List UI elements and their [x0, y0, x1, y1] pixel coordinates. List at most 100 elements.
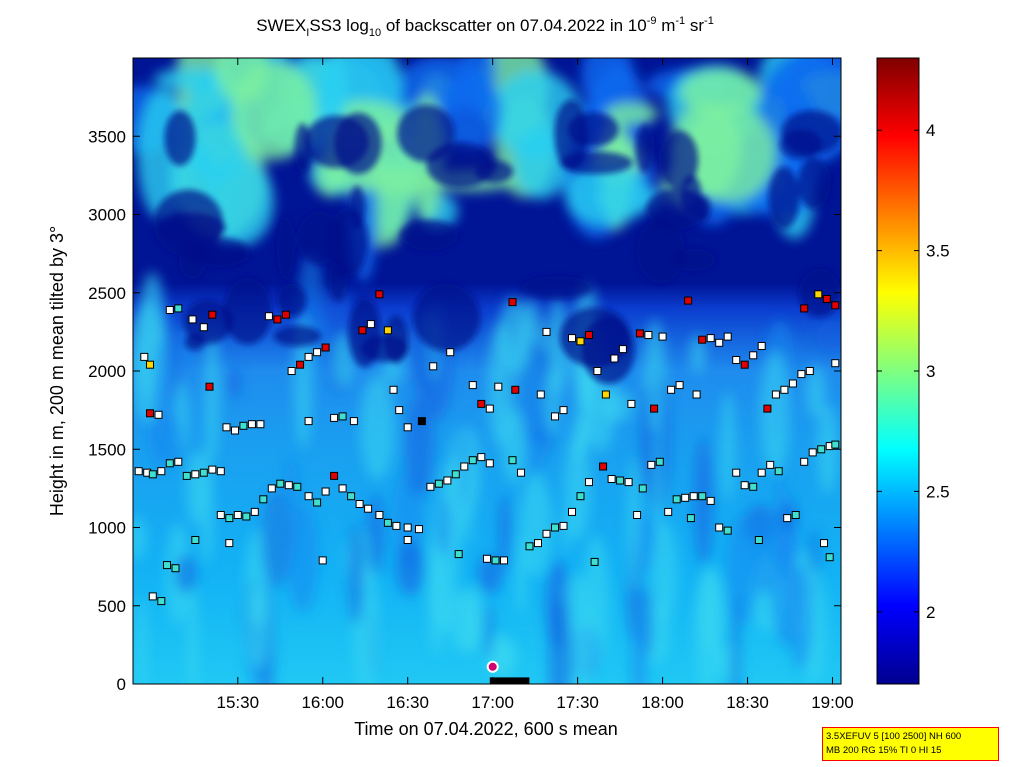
data-marker — [511, 385, 520, 394]
data-marker — [208, 310, 217, 319]
clear-air-patch — [349, 185, 366, 229]
data-marker — [287, 367, 296, 375]
data-marker — [534, 539, 542, 548]
data-marker — [395, 406, 404, 415]
data-marker — [831, 301, 840, 310]
clear-air-patch — [781, 110, 841, 155]
colorbar-tick-label: 2 — [926, 603, 935, 622]
data-marker — [610, 354, 619, 363]
y-tick-label: 500 — [98, 597, 126, 616]
data-marker — [146, 409, 154, 418]
data-marker — [800, 304, 809, 313]
data-marker — [820, 539, 828, 548]
data-marker — [825, 553, 834, 562]
y-tick-label: 2000 — [88, 362, 126, 381]
data-marker — [347, 492, 356, 501]
data-marker — [749, 351, 758, 360]
data-marker — [443, 476, 452, 485]
data-marker — [655, 457, 664, 466]
data-marker — [635, 329, 644, 338]
y-tick-label: 3000 — [88, 206, 126, 225]
data-marker — [239, 421, 248, 430]
processing-info-box: 3.5XEFUV 5 [100 2500] NH 600 MB 200 RG 1… — [822, 727, 999, 761]
data-marker — [508, 298, 517, 307]
data-marker — [389, 385, 398, 394]
aerosol-streak — [200, 446, 215, 565]
data-marker — [321, 343, 330, 352]
backscatter-heatmap — [133, 58, 841, 684]
aerosol-streak — [806, 365, 826, 419]
aerosol-streak — [477, 554, 503, 595]
data-marker — [754, 536, 763, 544]
clear-air-patch — [560, 151, 633, 175]
data-marker — [672, 495, 681, 504]
aerosol-streak — [630, 620, 648, 684]
aerosol-streak — [754, 519, 776, 595]
data-marker — [273, 315, 282, 324]
data-marker — [559, 406, 568, 415]
data-marker — [225, 514, 234, 523]
y-tick-label: 1500 — [88, 440, 126, 459]
data-marker — [644, 331, 653, 339]
data-marker — [491, 556, 500, 565]
data-marker — [296, 360, 305, 369]
data-marker — [225, 539, 234, 548]
colorbar-axis: 2 2.5 3 3.5 4 — [877, 121, 950, 622]
clear-air-patch — [297, 211, 342, 265]
colorbar-tick-label: 2.5 — [926, 482, 950, 501]
data-marker — [349, 417, 358, 426]
x-tick-label: 16:30 — [386, 693, 429, 712]
data-marker — [805, 367, 814, 375]
data-marker — [304, 492, 313, 501]
aerosol-streak — [333, 333, 355, 388]
data-marker — [171, 564, 180, 573]
data-marker — [808, 448, 817, 457]
marker-layer — [134, 290, 840, 684]
data-marker — [766, 460, 775, 469]
data-marker — [551, 523, 559, 532]
data-marker — [667, 385, 676, 394]
data-marker — [426, 482, 435, 491]
data-marker — [140, 352, 149, 361]
cloud-blob — [581, 58, 634, 115]
data-marker — [664, 507, 673, 516]
aerosol-streak — [395, 540, 425, 596]
clear-air-patch — [412, 283, 481, 352]
data-marker — [483, 554, 491, 563]
data-marker — [698, 335, 707, 344]
data-marker — [689, 492, 698, 501]
clear-air-patch — [276, 216, 295, 281]
data-marker — [692, 390, 701, 399]
data-marker — [216, 467, 225, 476]
aerosol-streak — [227, 367, 241, 399]
x-axis-label: Time on 07.04.2022, 600 s mean — [354, 719, 618, 739]
data-marker — [267, 484, 276, 493]
clear-air-patch — [397, 104, 455, 162]
data-marker — [148, 592, 157, 601]
data-marker — [174, 457, 183, 466]
data-marker — [242, 512, 251, 521]
data-marker — [330, 471, 339, 480]
clear-air-patch — [187, 246, 250, 267]
colorbar-tick-label: 4 — [926, 121, 935, 140]
data-marker — [763, 404, 772, 413]
data-marker — [154, 410, 163, 419]
aerosol-streak — [640, 387, 651, 495]
data-marker — [199, 468, 208, 477]
data-marker — [831, 359, 840, 368]
data-marker — [208, 465, 217, 474]
data-marker — [585, 331, 593, 339]
data-marker — [460, 462, 469, 471]
clear-air-patch — [559, 307, 631, 368]
data-marker — [216, 511, 225, 519]
data-marker — [797, 370, 806, 379]
colorbar — [877, 58, 919, 684]
data-marker — [454, 550, 463, 559]
data-marker — [304, 417, 313, 426]
data-marker — [205, 382, 214, 391]
clear-air-patch — [673, 248, 716, 272]
data-marker — [715, 523, 724, 532]
data-marker — [599, 462, 608, 471]
aerosol-streak — [204, 327, 221, 460]
data-marker — [536, 390, 545, 399]
